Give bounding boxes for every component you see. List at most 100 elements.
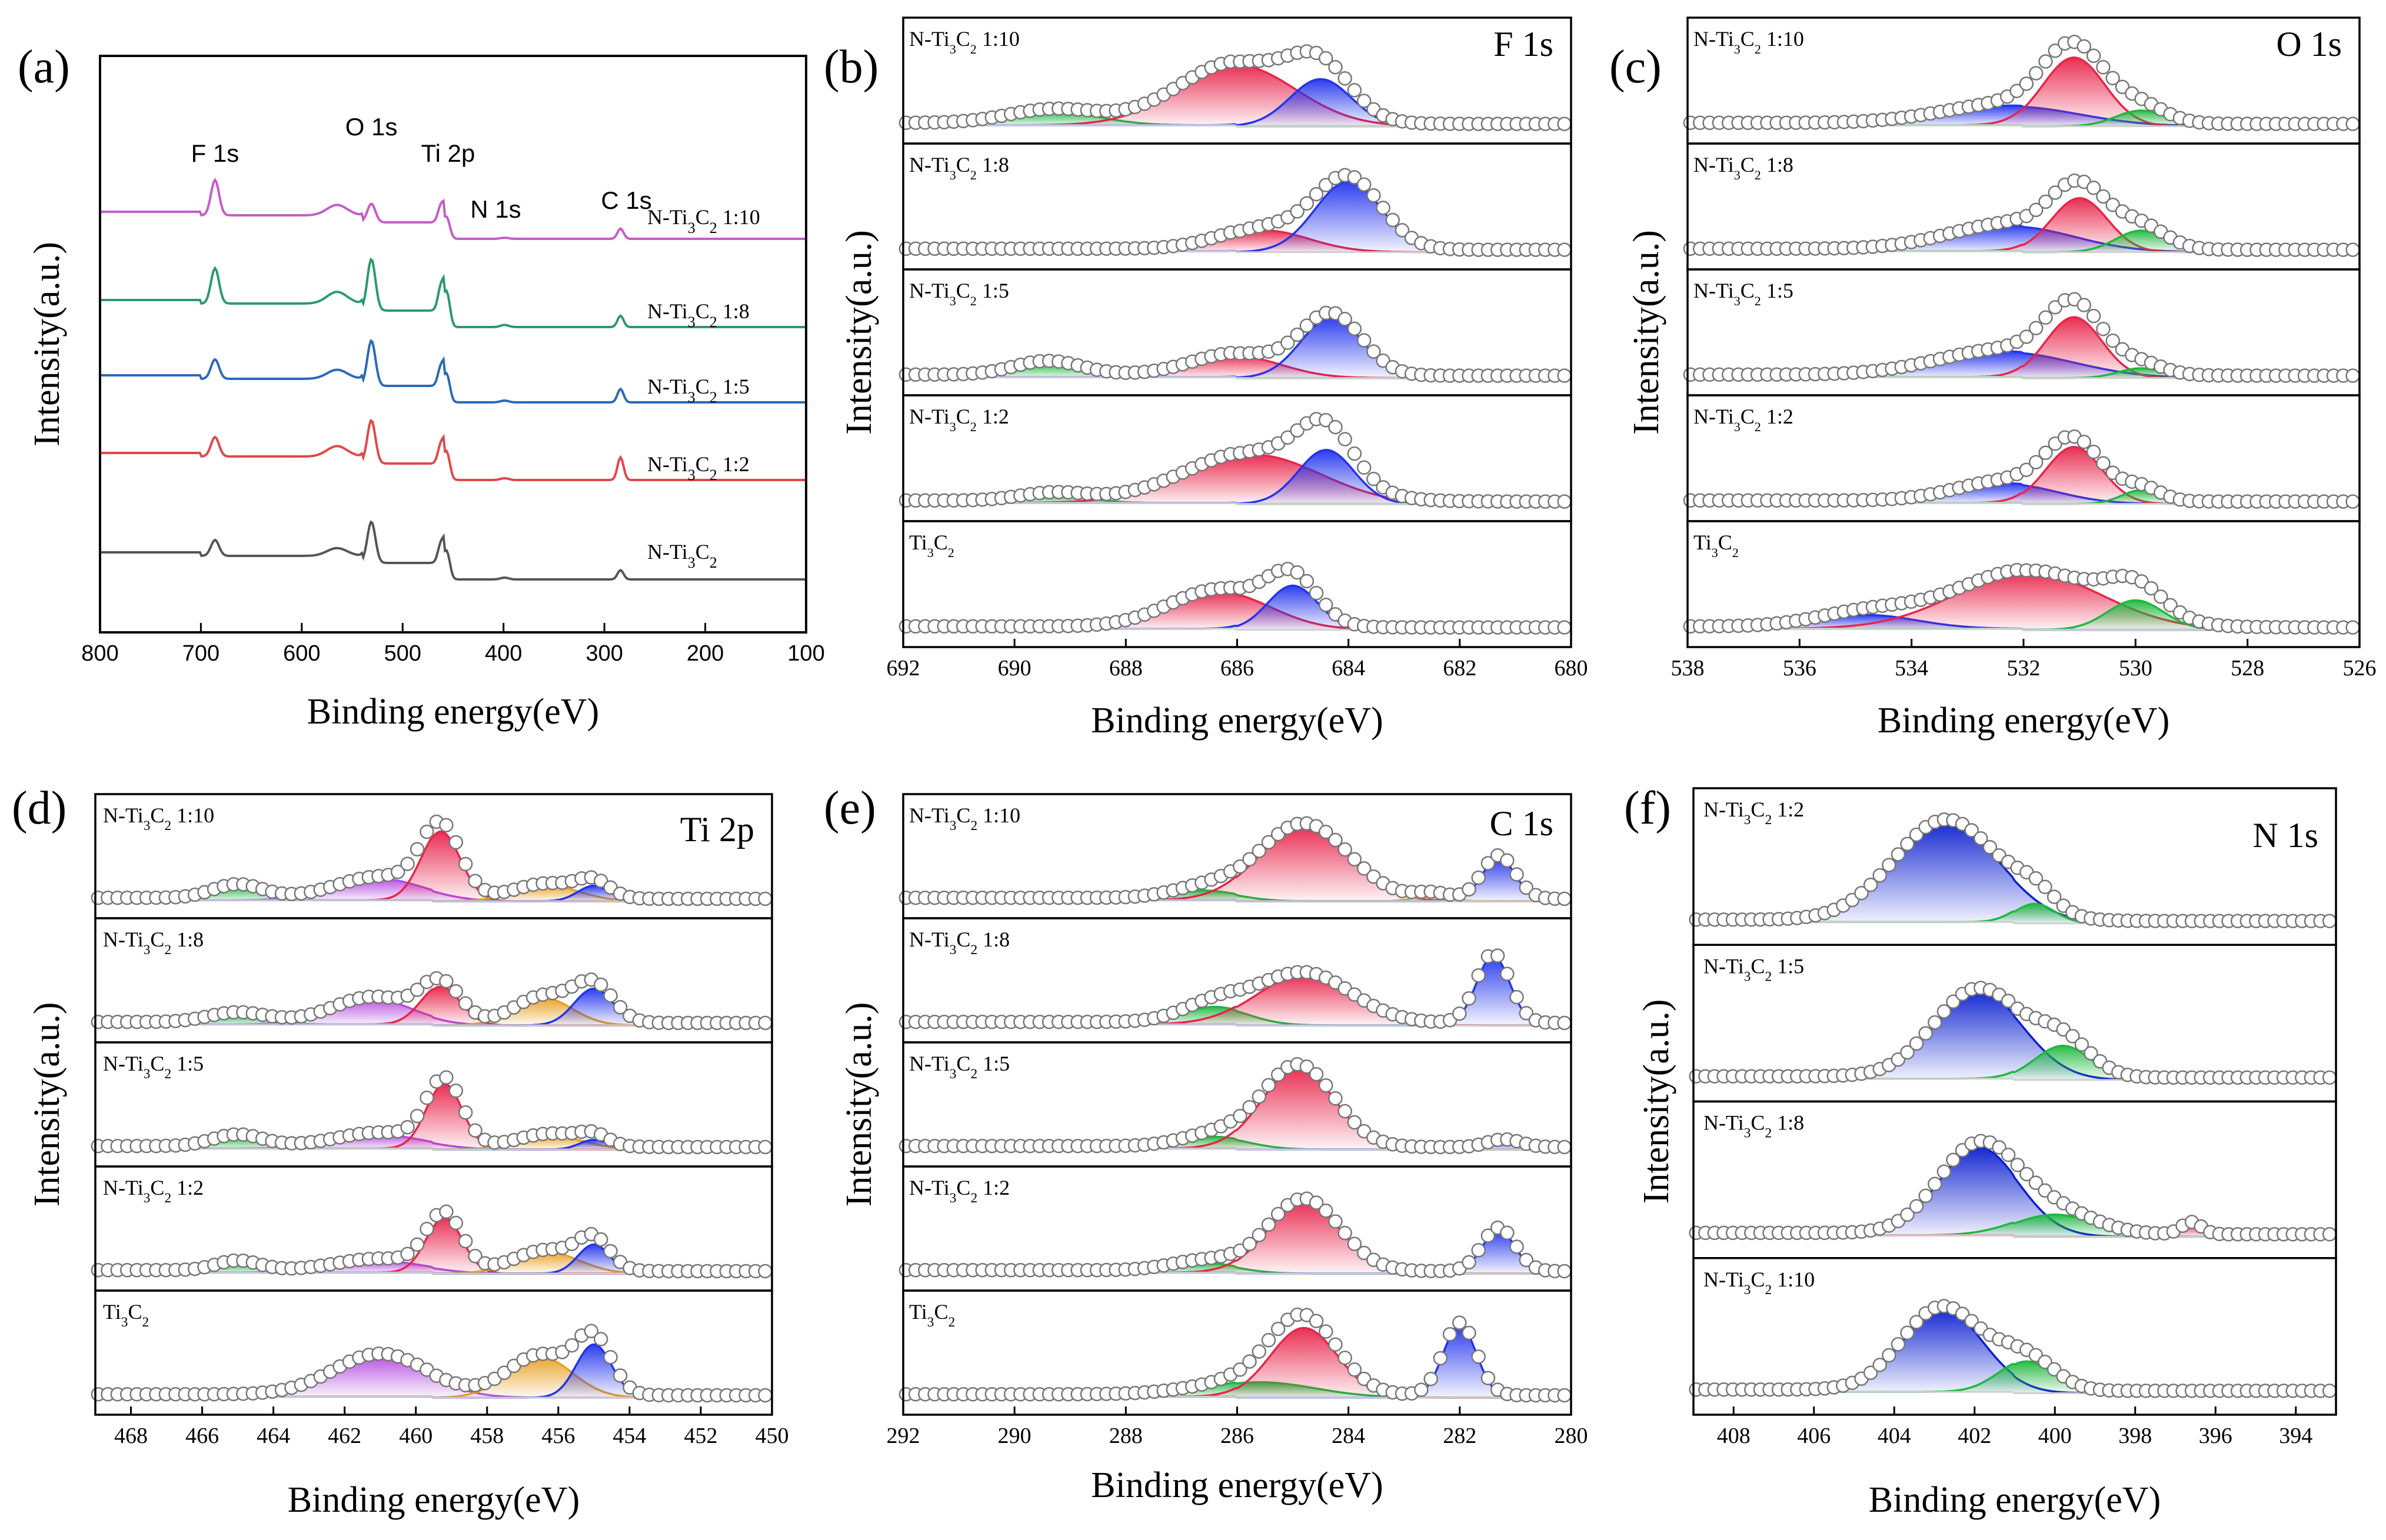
spectrum-row: Ti3C2: [899, 1289, 1572, 1416]
data-point: [1328, 832, 1343, 848]
data-point: [1900, 1045, 1915, 1060]
data-point: [1918, 1026, 1933, 1041]
spectrum-row: Ti3C2: [1683, 520, 2361, 648]
data-point: [1557, 242, 1572, 257]
x-tick-label: 100: [787, 641, 824, 666]
data-point: [613, 1000, 628, 1015]
data-point: [2154, 589, 2168, 604]
sample-label-subscript: 2: [710, 466, 717, 484]
fit-peak-blue: [95, 885, 770, 901]
sample-label: N-Ti3C2 1:8: [647, 299, 750, 331]
data-point: [458, 1105, 473, 1120]
sample-label-part: Ti: [909, 531, 927, 554]
data-point: [1423, 1371, 1438, 1386]
fit-peak-blue: [95, 988, 770, 1025]
sample-label-subscript: 2: [970, 1191, 977, 1206]
fit-peak-red: [95, 1217, 770, 1274]
data-point: [1347, 852, 1362, 866]
data-point: [1519, 1252, 1534, 1268]
panel-label: (c): [1609, 41, 1662, 93]
data-point: [1480, 1228, 1496, 1243]
fit-peak-navy: [1693, 991, 2334, 1080]
sample-label: N-Ti3C2 1:8: [909, 928, 1010, 958]
data-point: [448, 984, 464, 999]
y-axis-label: Intensity(a.u.): [1636, 999, 1676, 1204]
sample-label-subscript: 3: [1744, 1126, 1751, 1141]
data-point: [1909, 827, 1924, 842]
sample-label-part: 1:10: [171, 804, 214, 827]
data-point: [458, 856, 473, 872]
sample-label-part: C: [956, 1052, 970, 1075]
spectrum-row: N-Ti3C2 1:10: [899, 793, 1572, 919]
fit-peak-red: [903, 825, 1569, 901]
data-point: [1242, 1236, 1257, 1251]
plot-frame: [99, 55, 807, 634]
data-point: [1462, 1325, 1476, 1341]
x-tick-label: 526: [2343, 656, 2377, 681]
data-point: [2038, 194, 2053, 209]
x-tick-label: 464: [257, 1424, 290, 1448]
sample-label: Ti3C2: [909, 531, 954, 560]
sample-label-part: C: [934, 531, 948, 554]
sample-label-subscript: 3: [688, 219, 695, 236]
data-point: [468, 1249, 482, 1264]
sample-label-part: N-Ti: [1703, 798, 1744, 821]
survey-series-line: [100, 257, 806, 328]
sample-label-subscript: 2: [1765, 969, 1772, 984]
x-tick-label: 688: [1109, 656, 1143, 681]
sample-label-part: 1:8: [1772, 1111, 1804, 1135]
data-point: [1442, 1327, 1457, 1342]
x-tick-label: 282: [1443, 1424, 1476, 1448]
data-point: [2345, 368, 2360, 383]
data-point: [1290, 565, 1305, 580]
data-point: [2001, 1147, 2016, 1162]
x-tick-label: 690: [998, 656, 1031, 681]
data-point: [1270, 1206, 1286, 1222]
sample-label-part: C: [956, 928, 970, 951]
data-point: [1347, 170, 1362, 185]
y-axis-label: Intensity(a.u.): [27, 242, 67, 446]
data-point: [1480, 856, 1496, 871]
data-point: [1347, 1236, 1362, 1251]
sample-label-subscript: 2: [970, 942, 977, 958]
x-tick-label: 700: [182, 641, 219, 666]
data-point: [1280, 335, 1295, 350]
sample-label: N-Ti3C2 1:2: [1693, 405, 1793, 434]
data-point: [1319, 598, 1333, 612]
data-point: [1557, 1388, 1572, 1403]
data-point: [2001, 994, 2016, 1008]
sample-label-part: 1:5: [171, 1052, 204, 1075]
data-point: [1928, 1176, 1942, 1192]
panel-title: N 1s: [2252, 816, 2318, 855]
sample-label-part: 1:8: [1761, 153, 1793, 176]
data-point: [448, 835, 464, 850]
sample-label-part: 1:10: [977, 804, 1020, 827]
sample-label-part: C: [1751, 798, 1765, 821]
data-point: [410, 982, 425, 997]
data-point: [1319, 178, 1333, 192]
sample-label-subscript: 2: [164, 818, 171, 834]
sample-label: N-Ti3C2 1:5: [1693, 279, 1793, 308]
fit-peak-red: [95, 831, 770, 901]
data-point: [1233, 1108, 1247, 1124]
sample-label-subscript: 3: [950, 1066, 957, 1082]
sample-label-part: C: [1751, 1111, 1765, 1135]
x-tick-label: 692: [887, 656, 920, 681]
sample-label-part: 1:10: [977, 27, 1020, 51]
data-point: [584, 1324, 599, 1339]
panel-label: (e): [824, 782, 876, 834]
data-point: [2076, 39, 2092, 54]
sample-label: Ti3C2: [103, 1300, 149, 1330]
data-point: [420, 1091, 434, 1105]
data-point: [758, 1388, 773, 1403]
data-point: [1290, 327, 1305, 342]
data-point: [1982, 840, 1998, 855]
sample-label-part: C: [150, 1052, 164, 1075]
fit-peak-red: [1688, 572, 2357, 630]
sample-label-part: C: [1741, 405, 1755, 428]
data-point: [1337, 312, 1352, 326]
data-point: [1395, 223, 1410, 238]
sample-label-part: N-Ti: [1693, 279, 1734, 302]
sample-label-part: N-Ti: [1693, 27, 1734, 51]
data-point: [1557, 116, 1572, 131]
